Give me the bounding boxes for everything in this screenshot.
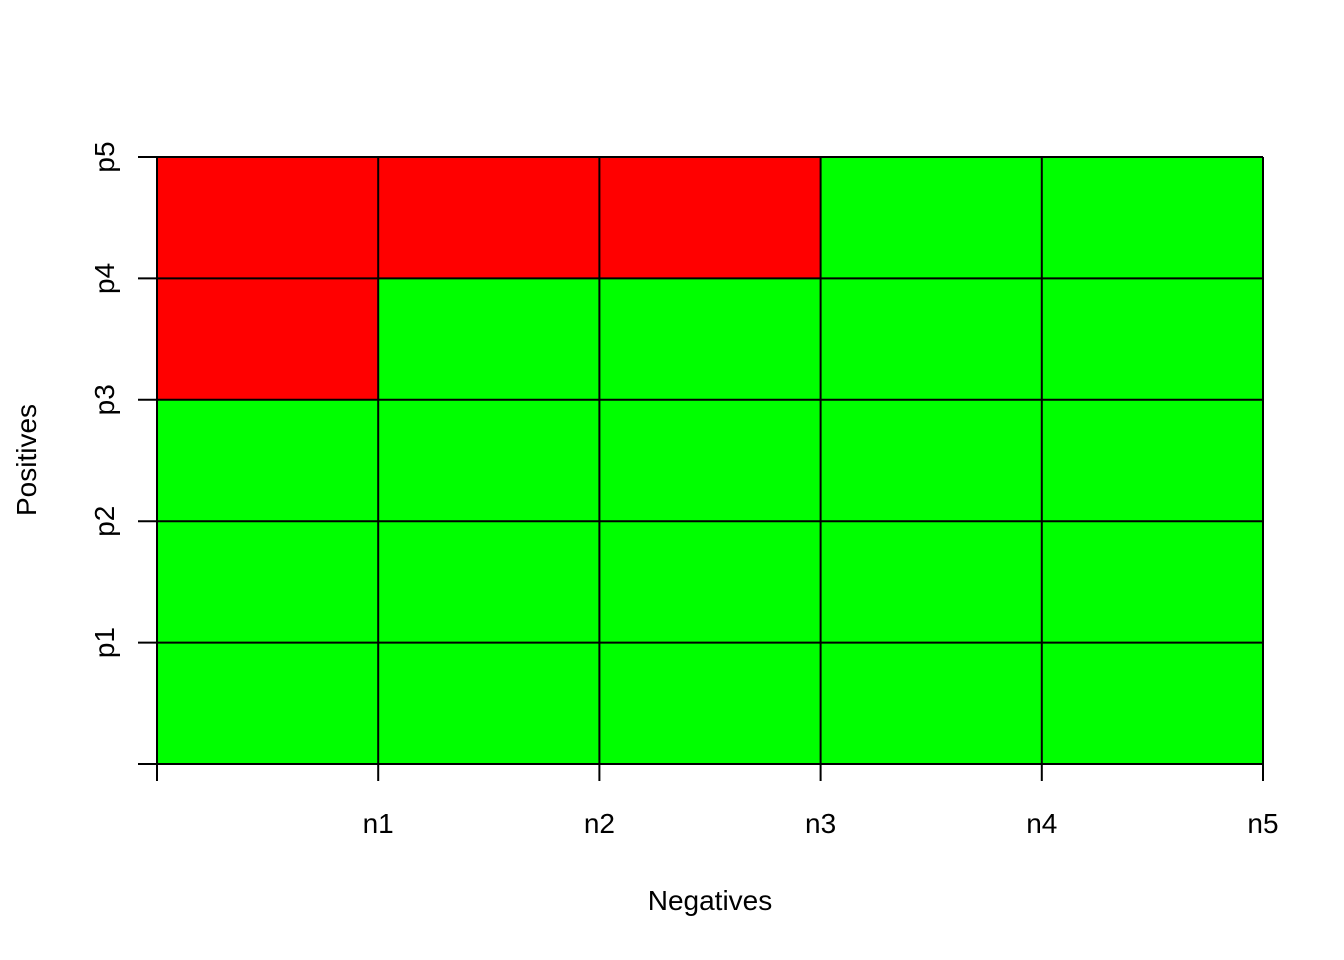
x-axis-title: Negatives (648, 885, 773, 916)
cells-layer (157, 157, 1263, 764)
x-tick-label: n5 (1247, 808, 1278, 839)
y-tick-label: p5 (89, 141, 120, 172)
cell-p5-n5 (1041, 157, 1263, 279)
cell-p3-n3 (599, 399, 821, 522)
x-tick-label: n3 (805, 808, 836, 839)
cell-p1-n4 (820, 642, 1042, 764)
cell-p4-n4 (820, 278, 1042, 400)
cell-p2-n5 (1041, 521, 1263, 643)
cell-p1-n1 (157, 642, 379, 764)
cell-p5-n2 (378, 157, 600, 279)
cell-p3-n5 (1041, 399, 1263, 522)
cell-p4-n5 (1041, 278, 1263, 400)
x-tick-label: n2 (584, 808, 615, 839)
cell-p2-n2 (378, 521, 600, 643)
cell-p5-n1 (157, 157, 379, 279)
cell-p5-n4 (820, 157, 1042, 279)
y-tick-label: p3 (89, 384, 120, 415)
y-tick-label: p2 (89, 506, 120, 537)
cell-p1-n2 (378, 642, 600, 764)
cell-p1-n3 (599, 642, 821, 764)
grid-layer (156, 156, 1264, 765)
cell-p4-n3 (599, 278, 821, 400)
x-tick-label: n1 (363, 808, 394, 839)
cell-p3-n2 (378, 399, 600, 522)
cell-p5-n3 (599, 157, 821, 279)
x-tick-label: n4 (1026, 808, 1057, 839)
cell-p1-n5 (1041, 642, 1263, 764)
cell-p3-n4 (820, 399, 1042, 522)
cell-p2-n3 (599, 521, 821, 643)
cell-p2-n4 (820, 521, 1042, 643)
tick-labels-layer: n1 n2 n3 n4 n5 p1 p2 p3 p4 p5 (89, 141, 1279, 839)
cell-p4-n2 (378, 278, 600, 400)
ticks-layer (138, 156, 1264, 781)
y-axis-title: Positives (11, 404, 42, 516)
cell-p3-n1 (157, 399, 379, 522)
y-tick-label: p1 (89, 627, 120, 658)
y-tick-label: p4 (89, 263, 120, 294)
cell-p2-n1 (157, 521, 379, 643)
cell-p4-n1 (157, 278, 379, 400)
